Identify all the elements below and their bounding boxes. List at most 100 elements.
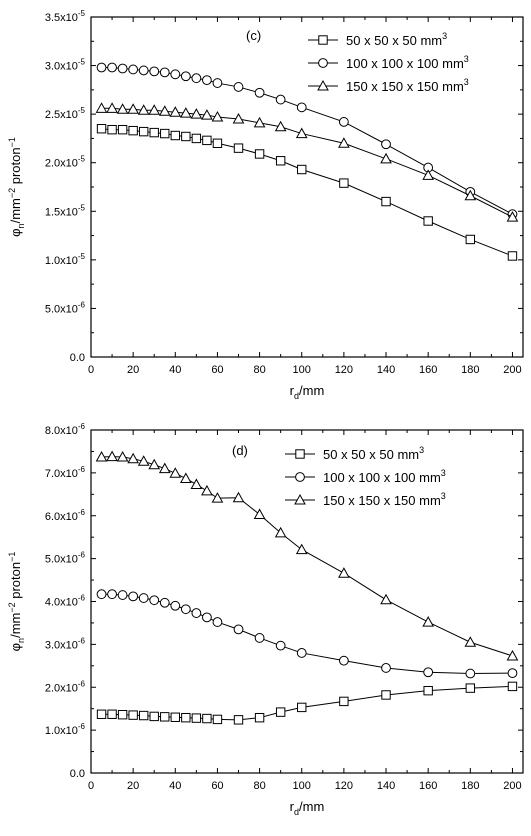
circle-marker bbox=[202, 612, 212, 623]
triangle-marker bbox=[179, 472, 192, 483]
triangle-marker bbox=[148, 458, 161, 470]
series-line bbox=[101, 107, 513, 218]
triangle-marker bbox=[127, 452, 139, 464]
triangle-marker bbox=[232, 112, 245, 124]
square-marker bbox=[191, 713, 202, 723]
circle-marker bbox=[338, 117, 349, 127]
square-marker bbox=[233, 143, 244, 153]
square-marker bbox=[107, 124, 117, 135]
triangle-marker bbox=[158, 462, 171, 474]
square-marker bbox=[96, 124, 107, 134]
triangle-marker bbox=[137, 455, 150, 466]
square-marker bbox=[254, 149, 265, 159]
chart-panel-d: 0 20 40 60 80 100 120 140 160 180 200 0.0 1.0x10-6 2.… bbox=[7, 422, 524, 817]
panel-label: (d) bbox=[232, 443, 248, 458]
triangle-marker bbox=[422, 616, 435, 627]
square-marker bbox=[297, 164, 307, 175]
triangle-marker bbox=[127, 103, 139, 114]
square-marker bbox=[254, 712, 265, 723]
y-tick-label: 2.0x10-5 bbox=[45, 155, 86, 170]
square-marker bbox=[170, 712, 180, 722]
circle-marker bbox=[128, 591, 139, 602]
triangle-marker bbox=[95, 102, 108, 113]
x-tick-label: 200 bbox=[503, 364, 521, 376]
triangle-marker bbox=[294, 493, 306, 505]
square-marker bbox=[128, 125, 138, 136]
circle-marker bbox=[170, 69, 181, 80]
circle-marker bbox=[275, 640, 286, 651]
square-marker bbox=[295, 449, 305, 459]
y-tick-label: 3.0x10-6 bbox=[45, 636, 86, 651]
y-tick-label: 2.5x10-5 bbox=[45, 106, 86, 121]
x-tick-label: 120 bbox=[335, 364, 353, 376]
square-marker bbox=[465, 234, 476, 245]
triangle-marker bbox=[506, 649, 519, 661]
circle-marker bbox=[149, 595, 160, 606]
square-marker bbox=[191, 133, 202, 144]
square-marker bbox=[149, 711, 159, 722]
x-tick-label: 100 bbox=[293, 364, 311, 376]
triangle-marker bbox=[137, 104, 150, 115]
triangle-marker bbox=[338, 137, 350, 148]
circle-marker bbox=[202, 75, 212, 86]
series-triangle bbox=[95, 450, 519, 661]
x-tick-label: 40 bbox=[169, 364, 181, 376]
circle-marker bbox=[159, 67, 170, 78]
square-marker bbox=[160, 128, 170, 139]
y-tick-label: 8.0x10-6 bbox=[45, 422, 86, 437]
triangle-marker bbox=[380, 593, 392, 605]
circle-marker bbox=[212, 78, 223, 88]
circle-marker bbox=[212, 617, 223, 627]
x-tick-label: 20 bbox=[127, 364, 139, 376]
triangle-marker bbox=[253, 116, 266, 128]
triangle-marker bbox=[116, 450, 129, 462]
circle-marker bbox=[117, 590, 128, 600]
y-tick-label: 0.0 bbox=[70, 352, 85, 364]
x-tick-label: 180 bbox=[461, 364, 479, 376]
x-tick-label: 80 bbox=[253, 780, 265, 792]
triangle-marker bbox=[201, 484, 213, 496]
triangle-marker bbox=[190, 478, 203, 489]
square-marker bbox=[138, 710, 149, 721]
circle-marker bbox=[180, 604, 191, 615]
square-marker bbox=[212, 138, 223, 148]
circle-marker bbox=[233, 82, 244, 92]
y-tick-label: 5.0x10-6 bbox=[45, 300, 86, 315]
legend: 50 x 50 x 50 mm3 100 x 100 x 100 mm3 150 x… bbox=[285, 445, 446, 508]
circle-marker bbox=[296, 648, 307, 658]
x-tick-label: 100 bbox=[293, 780, 311, 792]
series-line bbox=[101, 456, 513, 657]
x-tick-label: 20 bbox=[127, 780, 139, 792]
circle-marker bbox=[128, 64, 139, 75]
circle-marker bbox=[138, 65, 149, 76]
legend-entry: 150 x 150 x 150 mm3 bbox=[323, 491, 446, 508]
circle-marker bbox=[180, 71, 191, 82]
x-tick-label: 140 bbox=[377, 780, 395, 792]
circle-marker bbox=[296, 102, 307, 113]
x-tick-label: 160 bbox=[419, 364, 437, 376]
series-triangle bbox=[95, 102, 519, 222]
triangle-marker bbox=[116, 103, 129, 114]
circle-marker bbox=[107, 589, 117, 600]
square-marker bbox=[507, 681, 518, 692]
circle-marker bbox=[254, 87, 265, 98]
circle-marker bbox=[275, 94, 286, 105]
triangle-marker bbox=[106, 450, 118, 462]
square-marker bbox=[202, 713, 212, 724]
triangle-marker bbox=[338, 567, 350, 578]
triangle-marker bbox=[274, 526, 287, 538]
circle-marker bbox=[254, 633, 265, 643]
triangle-marker bbox=[190, 108, 203, 119]
series-line bbox=[101, 128, 513, 257]
triangle-marker bbox=[211, 492, 224, 503]
circle-marker bbox=[96, 62, 107, 73]
y-axis-label: φn/mm−2 proton−1 bbox=[7, 137, 26, 237]
x-tick-label: 60 bbox=[211, 780, 223, 792]
triangle-marker bbox=[295, 543, 308, 555]
triangle-marker bbox=[506, 211, 519, 222]
square-marker bbox=[275, 707, 286, 717]
square-marker bbox=[381, 690, 391, 700]
triangle-marker bbox=[95, 450, 108, 462]
y-tick-label: 7.0x10-6 bbox=[45, 465, 86, 480]
y-tick-label: 1.0x10-6 bbox=[45, 722, 86, 737]
